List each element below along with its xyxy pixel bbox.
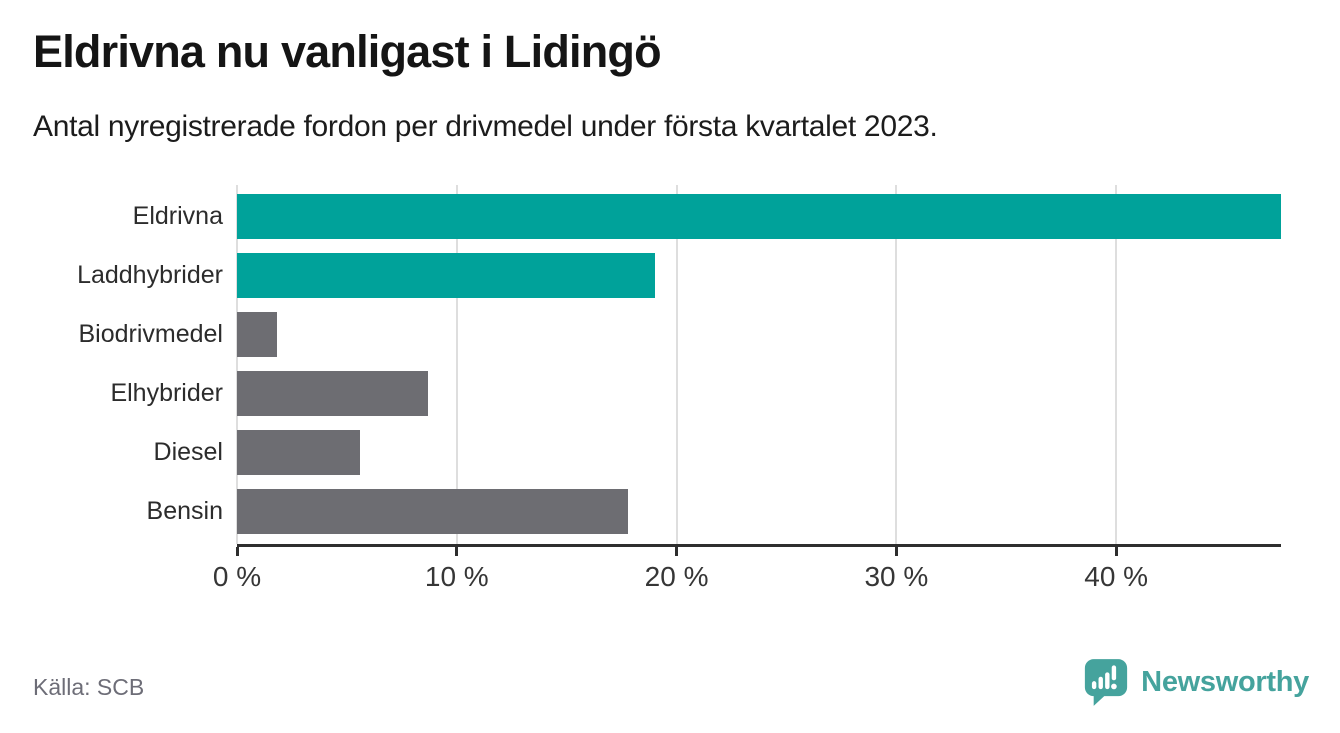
tick-label-30: 30 %	[864, 561, 929, 592]
tick-mark-10	[455, 547, 459, 556]
chart-title: Eldrivna nu vanligast i Lidingö	[33, 26, 662, 77]
bar-diesel	[237, 430, 361, 475]
bar-bensin	[237, 489, 629, 534]
tick-label-0: 0 %	[212, 561, 262, 592]
bar-elhybrider	[237, 371, 429, 416]
category-label-elhybrider: Elhybrider	[110, 379, 223, 407]
bar-eldrivna	[237, 194, 1281, 239]
gridline-30	[895, 185, 898, 544]
category-label-biodrivmedel: Biodrivmedel	[78, 320, 223, 348]
tick-label-40: 40 %	[1084, 561, 1149, 592]
bar-laddhybrider	[237, 253, 655, 298]
source-note: Källa: SCB	[33, 674, 145, 700]
chart-subtitle: Antal nyregistrerade fordon per drivmede…	[33, 110, 938, 143]
gridline-40	[1115, 185, 1118, 544]
category-label-laddhybrider: Laddhybrider	[77, 261, 223, 289]
gridline-0	[236, 185, 238, 544]
plot-area	[236, 185, 1281, 547]
tick-mark-30	[894, 547, 898, 556]
category-label-eldrivna: Eldrivna	[132, 202, 223, 230]
brand-logo: Newsworthy	[1084, 658, 1309, 707]
brand-name: Newsworthy	[1141, 666, 1309, 698]
newsworthy-logo-icon	[1085, 659, 1128, 706]
x-axis: 0 % 10 % 20 % 30 % 40 %	[213, 547, 1281, 597]
gridline-10	[455, 185, 458, 544]
y-axis-labels: Eldrivna Laddhybrider Biodrivmedel Elhybrid…	[0, 185, 223, 544]
tick-mark-40	[1114, 547, 1118, 556]
tick-label-10: 10 %	[424, 561, 489, 592]
tick-label-20: 20 %	[644, 561, 709, 592]
category-label-bensin: Bensin	[146, 497, 223, 525]
tick-mark-0	[235, 547, 239, 556]
gridline-20	[675, 185, 678, 544]
category-label-diesel: Diesel	[153, 438, 223, 466]
tick-mark-20	[675, 547, 679, 556]
bar-biodrivmedel	[237, 312, 277, 357]
